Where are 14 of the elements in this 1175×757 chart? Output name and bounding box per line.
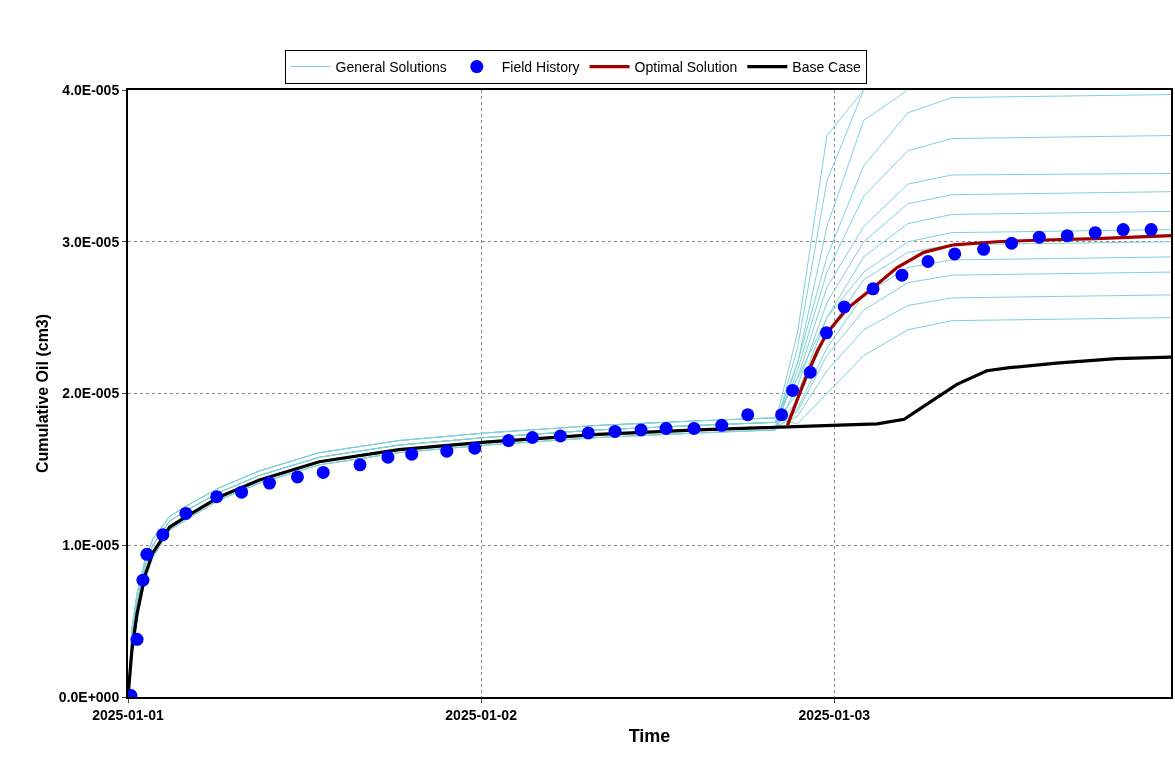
y-tick-label: 4.0E-005 <box>62 81 120 98</box>
legend-label: Field History <box>501 58 580 75</box>
y-axis-title: Cumulative Oil (cm3) <box>34 313 52 474</box>
legend-label: Optimal Solution <box>634 58 738 75</box>
legend-label: Base Case <box>792 58 861 75</box>
x-axis-title: Time <box>628 726 671 747</box>
y-tick-label: 1.0E-005 <box>62 537 120 554</box>
x-tick-label: 2025-01-02 <box>445 706 518 723</box>
y-tick-label: 3.0E-005 <box>62 233 120 250</box>
y-tick-label: 0.0E+000 <box>58 688 120 705</box>
x-tick-label: 2025-01-01 <box>92 706 165 723</box>
x-tick-label: 2025-01-03 <box>798 706 871 723</box>
y-tick-label: 2.0E-005 <box>62 385 120 402</box>
legend-label: General Solutions <box>335 58 447 75</box>
